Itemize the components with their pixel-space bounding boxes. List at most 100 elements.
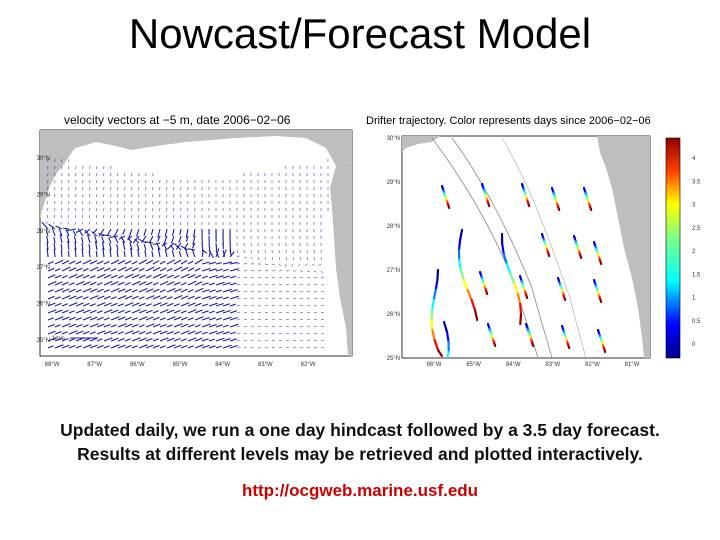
velocity-vector bbox=[138, 281, 147, 286]
velocity-vector bbox=[236, 290, 240, 293]
velocity-vector bbox=[159, 289, 166, 293]
velocity-vector bbox=[61, 316, 70, 321]
velocity-vector bbox=[201, 316, 210, 321]
drifter-segment bbox=[603, 348, 607, 354]
drifter-segment bbox=[433, 338, 440, 352]
velocity-vector bbox=[306, 325, 310, 328]
drifter-segment bbox=[547, 252, 551, 258]
velocity-vector bbox=[222, 296, 229, 300]
velocity-vector bbox=[292, 290, 296, 293]
velocity-vector bbox=[187, 295, 195, 300]
velocity-vector bbox=[292, 339, 296, 342]
velocity-vector bbox=[175, 242, 182, 250]
velocity-vector bbox=[74, 242, 77, 251]
velocity-vector bbox=[82, 274, 90, 279]
velocity-vector bbox=[215, 242, 218, 251]
velocity-vector bbox=[96, 288, 104, 293]
velocity-vector bbox=[98, 228, 105, 237]
velocity-vector bbox=[131, 337, 141, 342]
velocity-vector bbox=[306, 339, 310, 342]
velocity-vector bbox=[132, 235, 140, 244]
velocity-vector bbox=[47, 280, 57, 286]
velocity-vector bbox=[159, 267, 167, 272]
velocity-vector bbox=[299, 284, 303, 286]
velocity-vector bbox=[103, 260, 110, 265]
velocity-vector bbox=[124, 302, 134, 307]
velocity-vector bbox=[191, 242, 196, 249]
velocity-vector bbox=[67, 241, 70, 251]
velocity-vector bbox=[89, 316, 98, 321]
scale-label: 1m/s bbox=[52, 336, 65, 342]
velocity-vector bbox=[306, 277, 311, 279]
website-link[interactable]: http://ocgweb.marine.usf.edu bbox=[241, 481, 479, 500]
velocity-vector bbox=[180, 288, 188, 293]
velocity-vector bbox=[257, 339, 261, 342]
velocity-vector bbox=[138, 259, 148, 265]
velocity-vector bbox=[264, 325, 268, 328]
velocity-vector bbox=[178, 235, 182, 243]
velocity-vector bbox=[109, 249, 112, 258]
velocity-vector bbox=[145, 323, 155, 328]
velocity-vector bbox=[306, 346, 310, 349]
velocity-vector bbox=[173, 303, 180, 307]
velocity-vector bbox=[94, 241, 98, 251]
velocity-vector bbox=[159, 221, 161, 226]
velocity-vector bbox=[173, 309, 181, 314]
velocity-vector bbox=[128, 228, 133, 238]
velocity-vector bbox=[47, 309, 57, 314]
velocity-vector bbox=[152, 338, 159, 342]
velocity-vector bbox=[152, 288, 160, 293]
description-text: Updated daily, we run a one day hindcast… bbox=[0, 418, 720, 466]
velocity-vector bbox=[124, 273, 134, 279]
velocity-vector bbox=[278, 297, 282, 300]
velocity-vector bbox=[110, 259, 120, 265]
velocity-vector bbox=[103, 330, 112, 335]
colorbar-tick-label: 3.5 bbox=[692, 179, 701, 185]
velocity-vector bbox=[208, 274, 218, 279]
velocity-vector bbox=[47, 295, 55, 300]
velocity-vector bbox=[54, 296, 61, 300]
velocity-vector bbox=[299, 339, 303, 342]
velocity-vector bbox=[215, 275, 224, 279]
velocity-vector bbox=[187, 345, 194, 349]
velocity-vector bbox=[285, 325, 289, 328]
velocity-vector bbox=[201, 323, 211, 328]
velocity-vector bbox=[250, 270, 254, 272]
left-y-tick-label: 29°N bbox=[37, 192, 50, 198]
velocity-vector bbox=[166, 309, 175, 314]
velocity-vector bbox=[187, 302, 196, 307]
velocity-vector bbox=[103, 267, 111, 272]
velocity-vector bbox=[271, 339, 275, 342]
velocity-vector bbox=[138, 337, 147, 342]
velocity-vector bbox=[150, 228, 154, 235]
velocity-vector bbox=[68, 282, 75, 286]
velocity-vector bbox=[201, 295, 211, 300]
velocity-vector bbox=[47, 337, 57, 342]
velocity-vector bbox=[143, 228, 147, 236]
velocity-vector bbox=[131, 309, 141, 314]
velocity-vector bbox=[159, 260, 166, 265]
velocity-vector bbox=[236, 270, 240, 272]
velocity-vector bbox=[68, 288, 76, 293]
velocity-vector bbox=[89, 303, 96, 307]
velocity-vector bbox=[313, 297, 317, 300]
colorbar-tick-label: 3 bbox=[692, 203, 696, 209]
velocity-vector bbox=[152, 316, 160, 321]
velocity-vector bbox=[74, 221, 77, 225]
velocity-vector bbox=[131, 295, 139, 300]
velocity-vector bbox=[185, 228, 189, 238]
velocity-vector bbox=[208, 268, 217, 272]
velocity-vector bbox=[299, 346, 303, 349]
velocity-vector bbox=[47, 200, 49, 204]
velocity-vector bbox=[46, 214, 49, 218]
velocity-vector bbox=[320, 325, 324, 328]
velocity-vector bbox=[271, 277, 275, 279]
velocity-vector bbox=[138, 302, 146, 307]
drifter-segment bbox=[525, 294, 529, 300]
velocity-vector bbox=[173, 266, 183, 272]
right-y-tick-label: 27°N bbox=[387, 268, 400, 274]
right-y-tick-label: 28°N bbox=[387, 224, 400, 230]
velocity-vector bbox=[145, 288, 154, 293]
velocity-vector bbox=[278, 256, 280, 260]
velocity-vector bbox=[215, 302, 224, 307]
